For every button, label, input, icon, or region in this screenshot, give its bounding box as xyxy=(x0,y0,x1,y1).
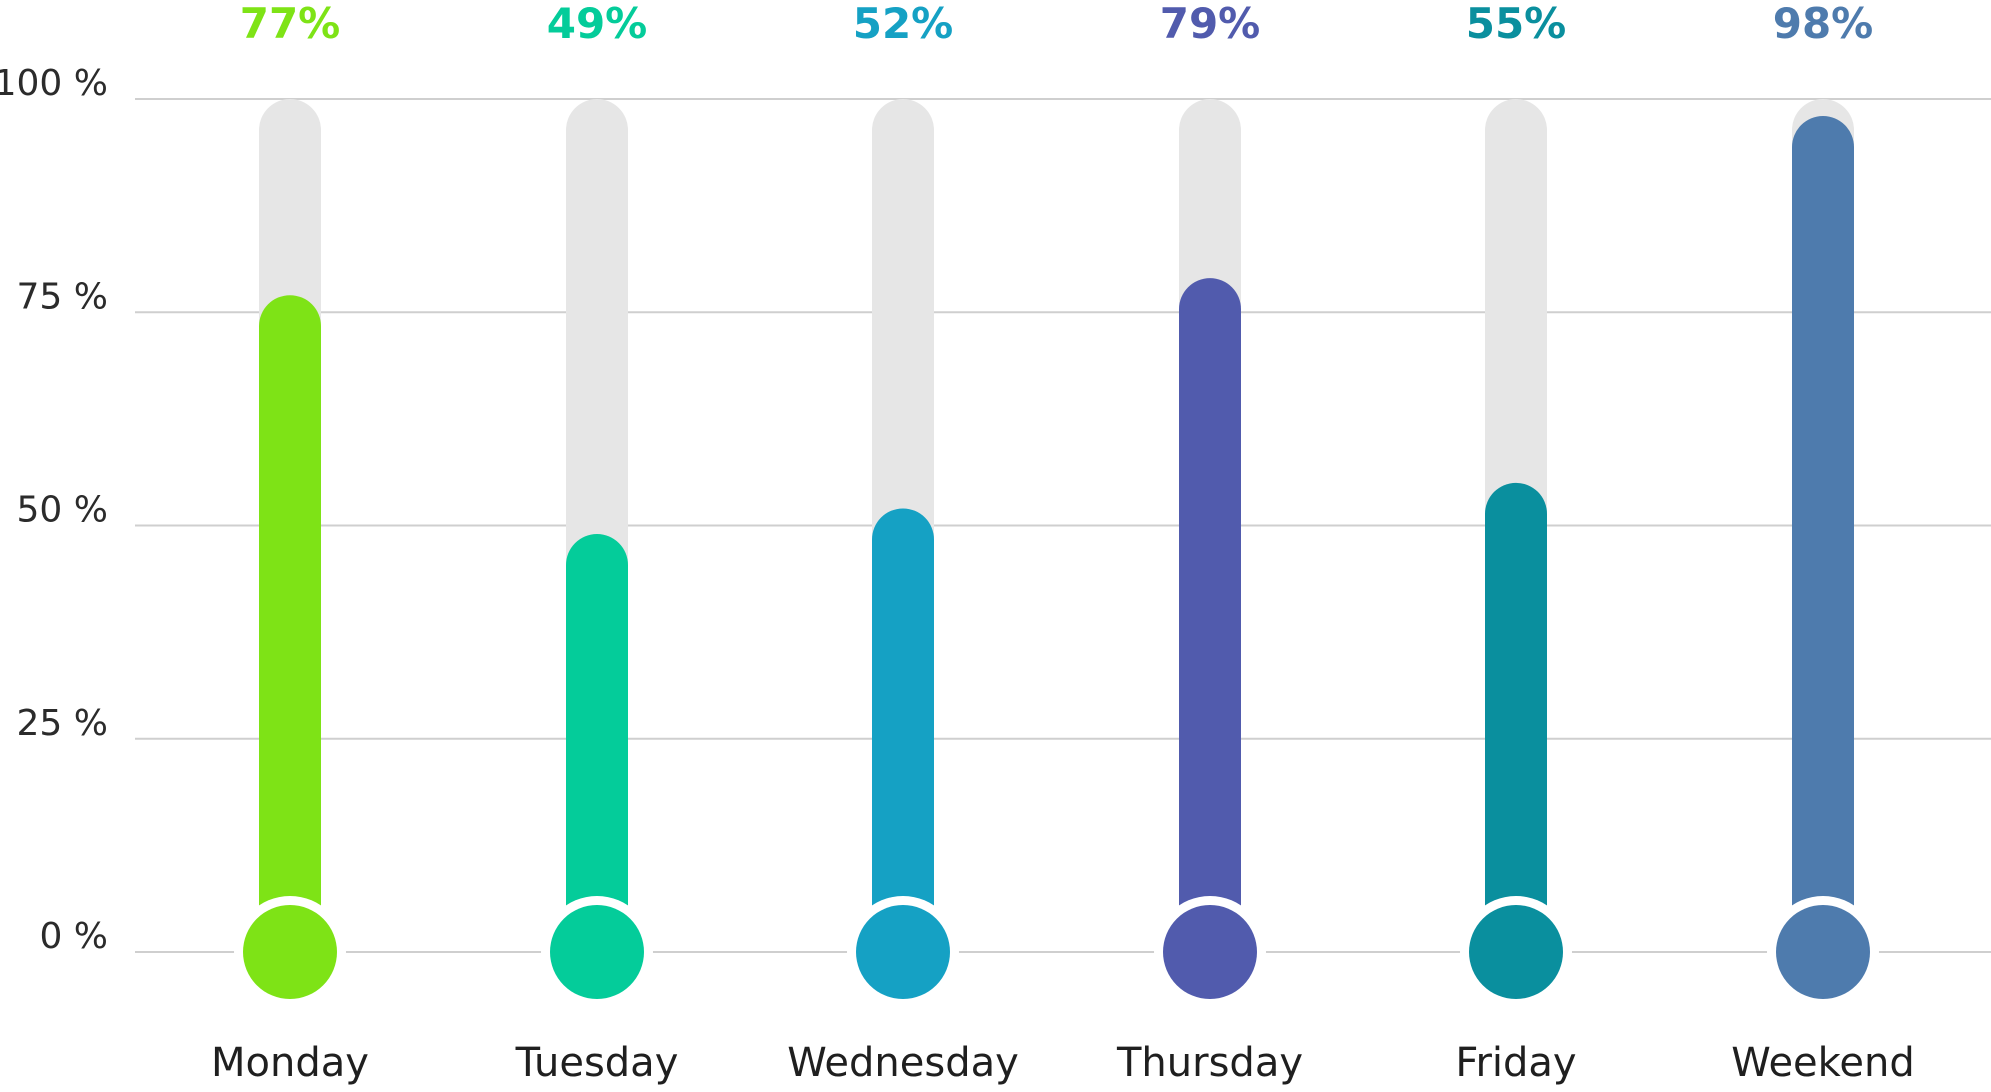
y-tick-label: 0 % xyxy=(39,916,108,957)
bar-bulb xyxy=(550,905,644,999)
value-labels: 77% 49% 52% 79% 55% 98% xyxy=(240,0,1874,48)
value-label: 52% xyxy=(853,0,954,48)
bar-bulb xyxy=(1776,905,1870,999)
category-label: Monday xyxy=(211,1040,369,1086)
y-tick-label: 50 % xyxy=(17,490,108,531)
value-label: 49% xyxy=(547,0,648,48)
bar-bulb xyxy=(243,905,337,999)
bar xyxy=(1485,482,1547,952)
category-labels: Monday Tuesday Wednesday Thursday Friday Week… xyxy=(211,1040,1915,1086)
bars xyxy=(234,99,1879,1008)
y-tick-label: 25 % xyxy=(17,703,108,744)
value-label: 79% xyxy=(1160,0,1261,48)
grid-lines xyxy=(135,98,1991,953)
y-axis-tick-labels: 0 % 25 % 50 % 75 % 100 % xyxy=(0,63,108,957)
category-label: Weekend xyxy=(1731,1040,1915,1086)
y-tick-label: 100 % xyxy=(0,63,108,104)
category-label: Friday xyxy=(1455,1040,1576,1086)
bar xyxy=(1179,278,1241,952)
bar xyxy=(872,508,934,952)
bar-bulb xyxy=(1163,905,1257,999)
category-label: Wednesday xyxy=(787,1040,1019,1086)
bar xyxy=(259,295,321,952)
y-tick-label: 75 % xyxy=(17,276,108,317)
bar-bulb xyxy=(1469,905,1563,999)
value-label: 55% xyxy=(1466,0,1567,48)
category-label: Tuesday xyxy=(515,1040,679,1086)
bar-bulb xyxy=(856,905,950,999)
category-label: Thursday xyxy=(1116,1040,1303,1086)
bar xyxy=(566,534,628,952)
value-label: 98% xyxy=(1773,0,1874,48)
value-label: 77% xyxy=(240,0,341,48)
bar xyxy=(1792,116,1854,952)
